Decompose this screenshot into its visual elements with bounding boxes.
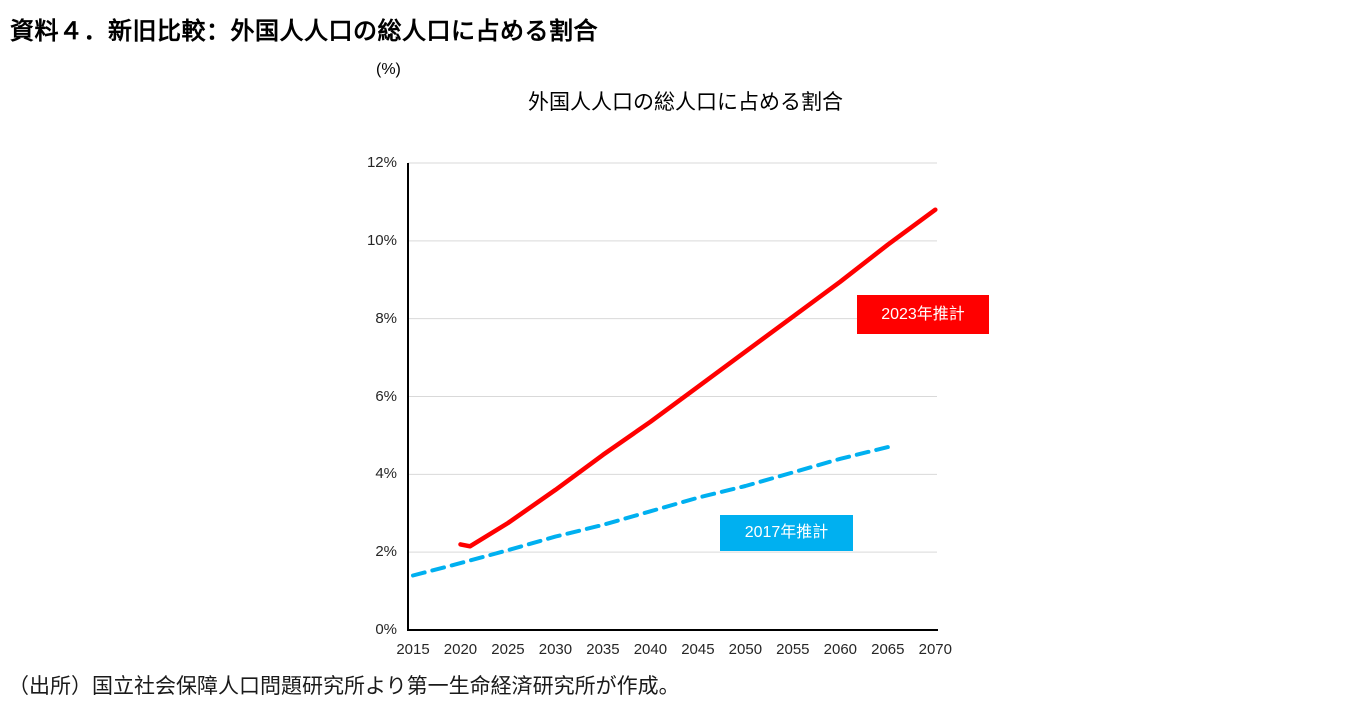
x-tick-label-2035: 2035 — [586, 641, 620, 658]
x-tick-label-2065: 2065 — [871, 641, 905, 658]
y-axis-unit-label: (%) — [376, 61, 401, 78]
x-tick-label-2025: 2025 — [491, 641, 525, 658]
x-tick-label-2040: 2040 — [633, 641, 668, 658]
series-line-2023-estimate — [458, 207, 938, 549]
chart-title: 外国人人口の総人口に占める割合 — [528, 91, 843, 114]
page-heading: 資料４．新旧比較：外国人人口の総人口に占める割合 — [10, 18, 598, 45]
y-tick-label-4%: 4% — [375, 465, 397, 483]
x-tick-label-2030: 2030 — [538, 641, 573, 658]
x-tick-label-2020: 2020 — [443, 641, 478, 658]
y-tick-label-0%: 0% — [375, 621, 397, 638]
series-label-2023-estimate: 2023年推計 — [857, 295, 989, 334]
source-note: （出所）国立社会保障人口問題研究所より第一生命経済研究所が作成。 — [8, 674, 680, 698]
y-tick-label-10%: 10% — [366, 231, 397, 249]
y-tick-label-8%: 8% — [375, 309, 397, 327]
x-tick-label-2055: 2055 — [776, 641, 810, 658]
x-tick-label-2070: 2070 — [918, 641, 952, 658]
x-tick-label-2015: 2015 — [396, 641, 430, 658]
series-line-2017-estimate — [411, 445, 890, 578]
x-tick-label-2045: 2045 — [681, 641, 715, 658]
y-tick-label-2%: 2% — [375, 543, 397, 561]
series-label-2017-estimate: 2017年推計 — [720, 515, 853, 551]
y-tick-label-6%: 6% — [375, 387, 397, 405]
y-tick-label-12%: 12% — [366, 154, 397, 171]
x-tick-label-2050: 2050 — [728, 641, 763, 658]
x-tick-label-2060: 2060 — [823, 641, 858, 658]
